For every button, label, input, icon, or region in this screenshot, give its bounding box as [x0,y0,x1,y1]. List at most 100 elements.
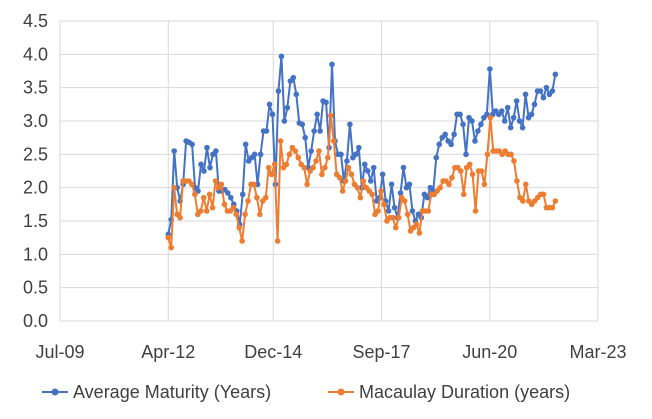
data-point [177,214,183,221]
x-tick-label: Dec-14 [244,342,302,362]
data-point [262,194,269,201]
data-point [404,211,411,218]
data-point [317,128,323,134]
data-point [395,214,402,221]
data-point [277,138,284,144]
data-point [504,104,511,111]
data-point [242,141,249,148]
y-tick-label: 4.0 [23,44,48,64]
data-point [209,204,216,211]
data-point [192,191,198,198]
data-point [245,198,251,204]
data-point [510,114,517,121]
y-tick-label: 0.5 [23,278,48,298]
data-point [225,190,231,196]
gridlines [59,20,599,322]
data-point [519,124,526,131]
y-tick-label: 0.0 [23,311,48,331]
data-point [469,171,476,178]
data-point [549,204,556,211]
data-point [513,98,520,104]
data-point [266,101,273,108]
data-point [356,144,362,151]
data-point [354,184,361,191]
data-point [212,178,219,184]
data-point [257,151,264,158]
data-point [466,161,473,168]
data-point [265,164,272,171]
data-point [290,74,297,81]
data-point [478,121,484,128]
data-point [171,184,177,191]
data-point [537,88,544,94]
data-point [511,158,517,164]
data-point [484,111,490,118]
data-point [446,181,452,188]
x-tick-label: Jul-09 [35,342,84,362]
data-point [425,208,432,214]
data-point [221,201,228,208]
data-point [345,164,352,171]
data-point [484,151,491,158]
data-point [409,208,416,214]
data-point [501,118,508,124]
data-point [507,124,514,131]
data-point [400,164,407,171]
data-point [364,168,371,174]
data-point [233,211,240,218]
data-point [293,91,300,98]
data-point [552,198,559,204]
data-point [339,188,346,194]
data-point [448,141,454,148]
data-point [353,151,359,158]
data-point [165,234,172,241]
data-point [348,171,355,178]
data-point [322,164,328,171]
data-point [469,118,475,124]
data-point [442,131,448,138]
data-point [203,208,210,214]
data-point [316,148,322,154]
data-point [286,151,293,158]
data-point [531,101,538,108]
data-point [313,158,319,164]
data-point [508,151,514,158]
data-point [251,151,258,158]
data-point [283,161,290,168]
data-point [481,181,488,188]
data-point [498,108,505,114]
series-average-maturity [165,53,559,238]
data-point [236,224,242,231]
data-point [314,111,320,118]
data-point [201,168,207,174]
data-point [281,118,288,124]
data-point [463,151,469,158]
legend-marker-icon [337,388,345,396]
series-macaulay-duration [165,112,559,251]
data-point [197,208,204,214]
data-point [549,88,556,94]
data-point [269,111,276,118]
data-point [385,208,392,214]
data-point [327,112,334,119]
data-point [552,71,559,78]
data-point [198,161,204,168]
data-point [342,178,349,184]
data-point [528,111,535,118]
data-point [401,198,408,204]
x-axis-ticks: Jul-09 Apr-12 Dec-14 Sep-17 Jun-20 Mar-23 [35,342,626,362]
data-point [392,224,399,231]
data-point [213,148,219,154]
data-point [206,191,213,198]
data-point [360,178,367,184]
data-point [239,191,246,198]
data-point [391,204,398,211]
y-tick-label: 3.5 [23,78,48,98]
data-point [325,154,331,161]
y-axis-ticks: 0.0 0.5 1.0 1.5 2.0 2.5 3.0 3.5 4.0 4.5 [23,11,48,331]
data-point [540,191,547,198]
data-point [436,141,443,148]
data-point [329,61,335,68]
data-point [263,128,270,134]
data-point [171,148,178,154]
